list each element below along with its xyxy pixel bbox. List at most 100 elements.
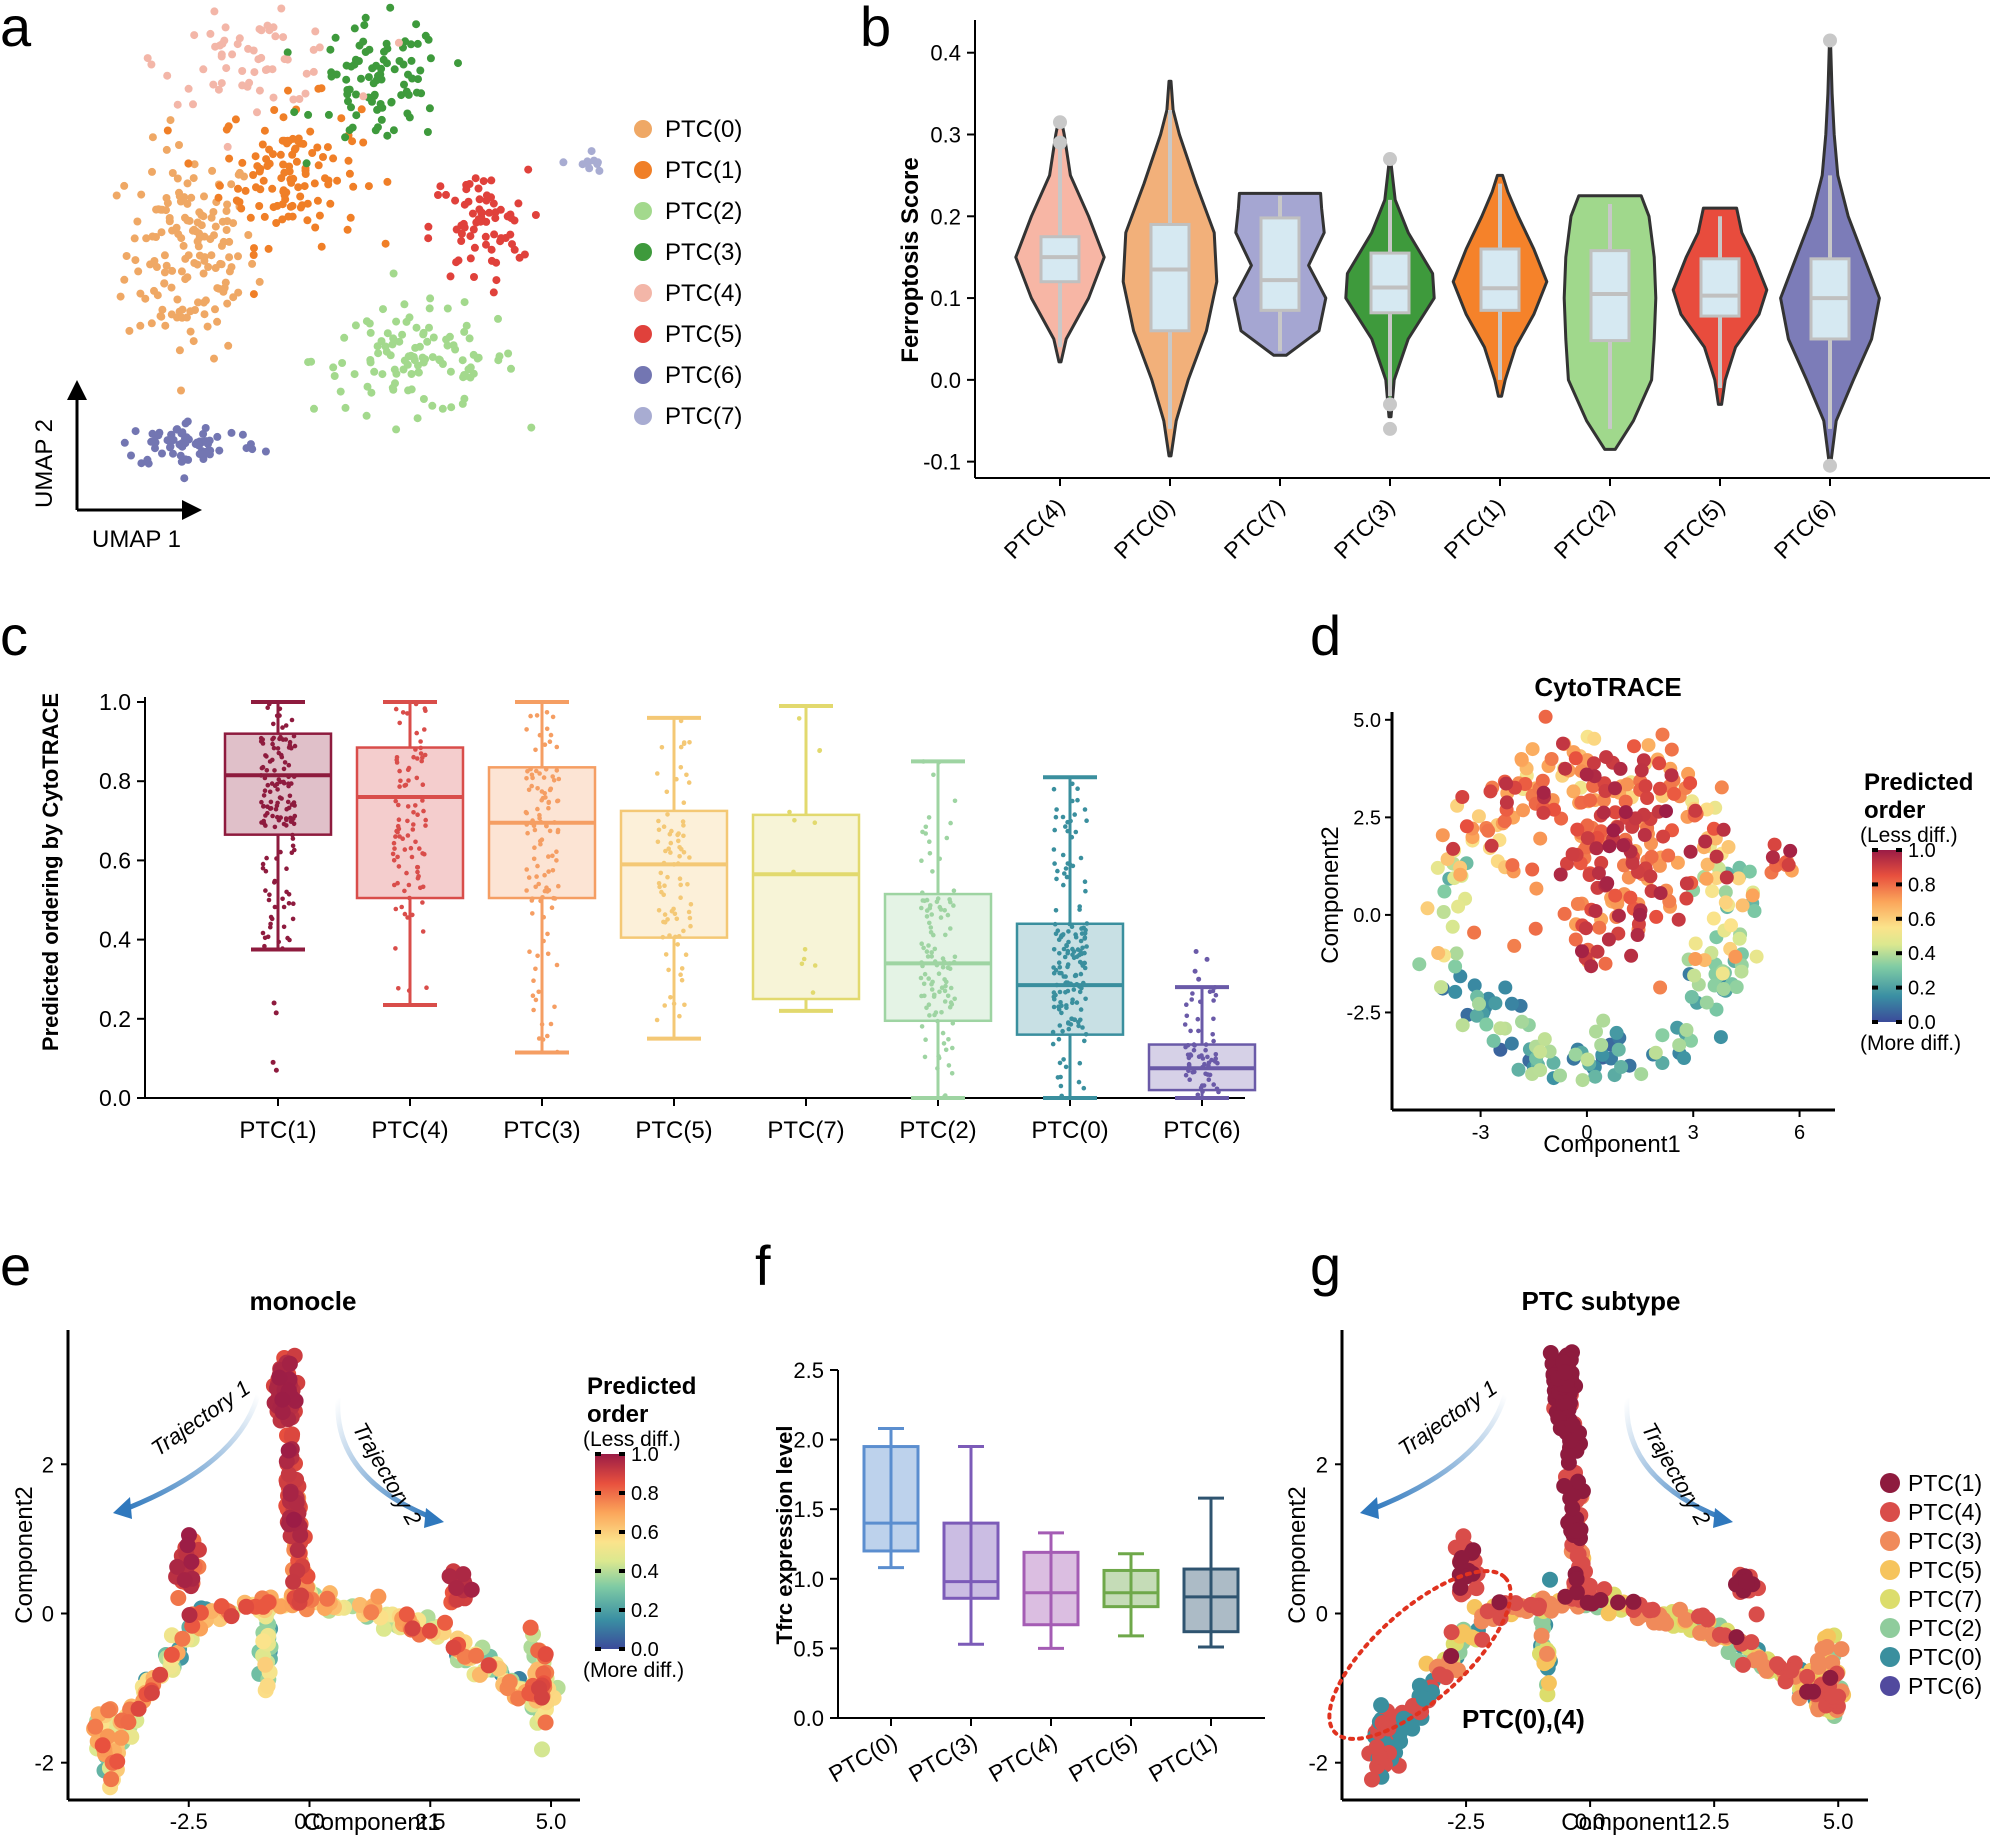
a-point [423,128,432,136]
a-point [524,165,533,174]
f-xtick-label: PTC(5) [1064,1728,1141,1788]
d-point [1596,805,1611,820]
b-ylabel: Ferroptosis Score [897,157,924,362]
g-legend-swatch [1880,1502,1900,1522]
a-point [367,388,376,397]
a-point [389,269,398,278]
a-point [387,98,396,107]
c-jitter-point [810,990,816,995]
a-point [242,444,251,453]
a-point [359,92,368,101]
a-point [234,184,242,193]
d-point [1634,763,1649,778]
g-point [1443,1648,1460,1664]
d-point [1565,847,1580,862]
a-point [157,312,166,321]
panel-f-boxplot: Tfrc expression level 0.00.51.01.52.02.5… [772,1358,1265,1787]
d-title: CytoTRACE [1534,672,1681,702]
a-point [229,219,238,228]
c-jitter-point [413,839,418,845]
c-jitter-point [280,946,285,951]
a-point [405,313,414,322]
a-point [365,45,374,54]
a-point [445,332,454,341]
c-jitter-point [1072,1017,1077,1022]
c-jitter-point [545,1033,550,1039]
d-point [1598,956,1613,971]
c-jitter-point [286,892,292,897]
c-jitter-point [394,755,400,760]
c-jitter-point [1066,939,1071,945]
f-ytick-label: 2.5 [793,1358,824,1383]
c-box [619,809,729,939]
e-colorbar-tick-label: 0.2 [631,1600,659,1622]
panel-letter-c: c [0,604,28,667]
c-jitter-point [292,743,298,749]
c-jitter-point [537,771,542,776]
a-point [447,403,456,412]
c-jitter-point [924,914,930,919]
a-point [460,298,469,307]
c-jitter-point [281,924,287,930]
c-jitter-point [265,705,271,710]
a-point [469,350,478,359]
a-point [225,154,234,163]
a-point [587,147,596,156]
c-jitter-point [405,711,410,716]
a-point [352,90,360,99]
c-ytick-label: 0.8 [99,768,131,794]
e-xtick-label: 5.0 [536,1809,567,1834]
c-jitter-point [936,1053,941,1059]
g-point [1474,1631,1491,1648]
a-point [211,42,220,51]
a-point [157,228,166,237]
c-jitter-point [656,818,661,824]
a-point [224,122,233,131]
c-jitter-point [942,988,948,994]
c-jitter-point [686,780,692,785]
c-jitter-point [290,832,295,838]
c-jitter-point [947,966,953,971]
c-jitter-point [263,868,269,874]
a-point [182,313,191,322]
d-point [1623,890,1638,905]
c-jitter-point [688,902,694,907]
c-jitter-point [658,870,664,876]
a-point [454,59,462,68]
c-jitter-point [1055,928,1061,933]
a-point [215,181,224,190]
c-jitter-point [271,721,276,727]
c-jitter-point [290,843,296,849]
a-point [244,231,253,239]
g-point [1610,1594,1627,1611]
c-xtick-label: PTC(3) [503,1117,580,1144]
a-point [213,284,222,293]
c-jitter-point [391,858,397,863]
g-legend-label: PTC(2) [1908,1615,1982,1641]
e-point [370,1588,387,1605]
c-jitter-point [792,818,797,823]
a-point [294,183,303,192]
e-point [445,1639,462,1656]
c-jitter-point [420,929,426,934]
c-jitter-point [1211,1016,1216,1022]
c-jitter-point [419,758,425,764]
a-point [134,267,143,276]
c-jitter-point [422,727,427,732]
e-point [293,1587,310,1604]
a-point [347,62,356,71]
c-jitter-point [391,840,397,846]
c-jitter-point [1063,866,1069,871]
a-legend-label: PTC(0) [665,116,742,143]
g-point [1824,1688,1841,1705]
a-point [411,343,420,352]
a-point [291,144,300,153]
a-point [296,192,305,201]
c-jitter-point [787,809,792,815]
c-jitter-point [1063,990,1068,995]
d-point [1602,839,1617,854]
c-jitter-point [1077,989,1083,995]
c-jitter-point [413,803,418,808]
a-point [299,139,308,148]
g-point [1560,1446,1577,1463]
